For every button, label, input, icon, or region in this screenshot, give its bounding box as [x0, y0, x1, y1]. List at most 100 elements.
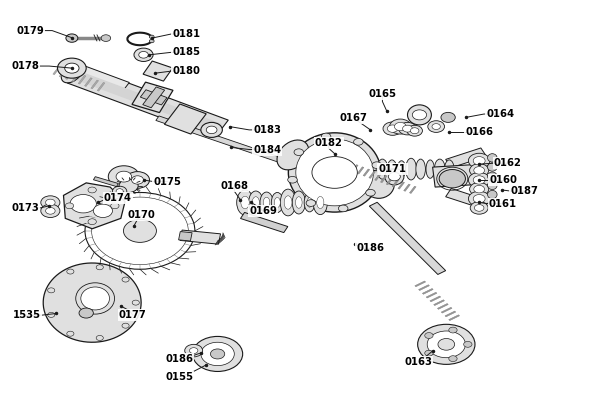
- Text: 0181: 0181: [172, 29, 200, 39]
- Polygon shape: [409, 186, 416, 194]
- Polygon shape: [386, 178, 393, 185]
- Circle shape: [41, 196, 60, 209]
- Circle shape: [66, 34, 78, 42]
- Text: 1535: 1535: [13, 310, 40, 320]
- Polygon shape: [67, 65, 228, 138]
- Text: 0163: 0163: [404, 357, 432, 367]
- Polygon shape: [72, 73, 80, 82]
- Circle shape: [124, 219, 157, 242]
- Circle shape: [149, 35, 154, 39]
- Polygon shape: [156, 116, 385, 197]
- Circle shape: [122, 277, 129, 282]
- Text: 0164: 0164: [486, 109, 514, 119]
- Text: 0182: 0182: [315, 138, 343, 148]
- Circle shape: [322, 133, 331, 140]
- Circle shape: [65, 203, 74, 209]
- Ellipse shape: [406, 158, 416, 180]
- Circle shape: [474, 167, 485, 174]
- Polygon shape: [179, 231, 192, 241]
- Text: 0180: 0180: [173, 66, 200, 76]
- Circle shape: [418, 324, 475, 365]
- Ellipse shape: [296, 197, 302, 208]
- Polygon shape: [164, 104, 206, 134]
- Ellipse shape: [236, 190, 253, 215]
- Ellipse shape: [313, 190, 328, 215]
- Circle shape: [94, 204, 112, 218]
- Ellipse shape: [292, 191, 305, 214]
- Circle shape: [88, 187, 97, 193]
- Ellipse shape: [274, 197, 280, 207]
- Circle shape: [306, 200, 316, 206]
- Circle shape: [47, 312, 55, 318]
- Polygon shape: [422, 289, 433, 294]
- Circle shape: [294, 149, 304, 155]
- Ellipse shape: [307, 198, 312, 207]
- Circle shape: [206, 126, 217, 134]
- Text: 0169: 0169: [249, 206, 277, 216]
- Text: 0185: 0185: [173, 47, 200, 57]
- Polygon shape: [433, 165, 478, 187]
- Circle shape: [116, 171, 131, 182]
- Circle shape: [125, 172, 149, 188]
- Text: 0186: 0186: [166, 354, 193, 365]
- Text: 0165: 0165: [368, 89, 397, 99]
- Polygon shape: [140, 90, 167, 105]
- Circle shape: [116, 189, 123, 194]
- Circle shape: [441, 113, 455, 122]
- Polygon shape: [346, 163, 352, 170]
- Text: 0177: 0177: [119, 310, 146, 320]
- Circle shape: [388, 125, 398, 132]
- Circle shape: [46, 199, 55, 206]
- Circle shape: [469, 191, 490, 206]
- Ellipse shape: [416, 159, 425, 179]
- Polygon shape: [91, 80, 98, 89]
- Polygon shape: [94, 177, 118, 186]
- Polygon shape: [369, 171, 376, 178]
- Circle shape: [131, 176, 143, 184]
- Text: 0187: 0187: [510, 186, 538, 196]
- Polygon shape: [143, 61, 173, 81]
- Circle shape: [425, 350, 433, 356]
- Ellipse shape: [263, 197, 270, 208]
- Circle shape: [190, 348, 198, 354]
- Polygon shape: [404, 184, 410, 191]
- Polygon shape: [73, 71, 222, 132]
- Circle shape: [425, 333, 433, 339]
- Text: 0186: 0186: [356, 243, 385, 253]
- Ellipse shape: [304, 193, 315, 212]
- Circle shape: [439, 170, 466, 188]
- Polygon shape: [143, 87, 164, 108]
- Circle shape: [470, 182, 489, 196]
- Text: 0162: 0162: [494, 158, 522, 168]
- Polygon shape: [426, 292, 437, 298]
- Polygon shape: [97, 82, 105, 91]
- Polygon shape: [398, 182, 404, 189]
- Circle shape: [58, 58, 86, 78]
- Circle shape: [469, 173, 490, 187]
- Polygon shape: [352, 165, 358, 172]
- Polygon shape: [446, 189, 487, 208]
- Circle shape: [108, 166, 139, 187]
- Text: 0178: 0178: [11, 61, 39, 71]
- Circle shape: [139, 52, 148, 58]
- Circle shape: [112, 186, 127, 196]
- Circle shape: [475, 205, 484, 211]
- Polygon shape: [241, 213, 288, 233]
- Polygon shape: [357, 167, 364, 174]
- Ellipse shape: [248, 191, 263, 214]
- Circle shape: [410, 128, 419, 134]
- Circle shape: [353, 139, 363, 145]
- Circle shape: [134, 48, 153, 61]
- Ellipse shape: [280, 189, 296, 216]
- Ellipse shape: [445, 160, 454, 178]
- Text: 0167: 0167: [340, 113, 368, 123]
- Ellipse shape: [488, 154, 497, 162]
- Text: 0155: 0155: [166, 372, 193, 382]
- Polygon shape: [74, 64, 129, 89]
- Polygon shape: [374, 173, 382, 181]
- Ellipse shape: [377, 159, 388, 179]
- Circle shape: [473, 157, 485, 165]
- Ellipse shape: [252, 197, 259, 208]
- Circle shape: [101, 35, 110, 42]
- Circle shape: [119, 179, 138, 192]
